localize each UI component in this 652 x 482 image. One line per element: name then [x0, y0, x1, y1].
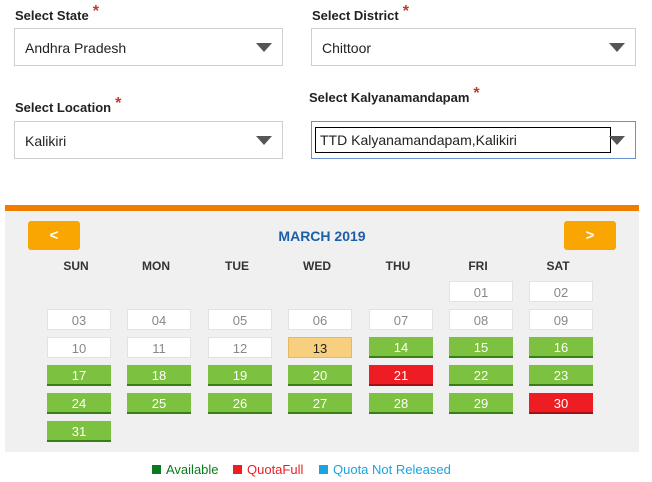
calendar-day[interactable]: 30: [529, 393, 593, 414]
weekday-header: SUN: [63, 259, 89, 273]
not-released-swatch-icon: [319, 465, 328, 474]
calendar-day: 12: [208, 337, 272, 358]
legend-available-label: Available: [166, 462, 219, 477]
required-mark: *: [473, 85, 480, 102]
calendar-day: 02: [529, 281, 593, 302]
calendar-day[interactable]: 20: [288, 365, 352, 386]
weekday-header: TUE: [225, 259, 249, 273]
state-label: Select State *: [15, 3, 99, 25]
chevron-down-icon: [609, 43, 625, 52]
calendar-day: 06: [288, 309, 352, 330]
prev-month-button[interactable]: <: [28, 221, 80, 250]
calendar-day: 03: [47, 309, 111, 330]
calendar-day: 04: [127, 309, 191, 330]
district-label: Select District *: [312, 3, 409, 25]
calendar-day: 08: [449, 309, 513, 330]
calendar-day: 05: [208, 309, 272, 330]
location-select[interactable]: Kalikiri: [14, 121, 283, 159]
location-select-value: Kalikiri: [25, 133, 67, 149]
calendar-day[interactable]: 21: [369, 365, 433, 386]
state-label-text: Select State: [15, 8, 89, 23]
quota-full-swatch-icon: [233, 465, 242, 474]
kalyanamandapam-label-text: Select Kalyanamandapam: [309, 90, 470, 105]
required-mark: *: [115, 95, 122, 112]
next-month-button[interactable]: >: [564, 221, 616, 250]
legend-quota-full: QuotaFull: [233, 462, 303, 477]
kalyanamandapam-select[interactable]: TTD Kalyanamandapam,Kalikiri: [311, 121, 636, 159]
calendar-day: 10: [47, 337, 111, 358]
legend-quota-full-label: QuotaFull: [247, 462, 304, 477]
calendar-day: 01: [449, 281, 513, 302]
legend-not-released: Quota Not Released: [319, 462, 451, 477]
chevron-down-icon: [609, 136, 625, 145]
required-mark: *: [402, 3, 409, 20]
required-mark: *: [92, 3, 99, 20]
calendar-day[interactable]: 23: [529, 365, 593, 386]
calendar-day: 13: [288, 337, 352, 358]
calendar-day[interactable]: 19: [208, 365, 272, 386]
district-label-text: Select District: [312, 8, 399, 23]
calendar-day: 09: [529, 309, 593, 330]
calendar-day: 11: [127, 337, 191, 358]
state-select[interactable]: Andhra Pradesh: [14, 28, 283, 66]
calendar-top-bar: [5, 205, 639, 211]
district-select-value: Chittoor: [322, 40, 372, 56]
location-label: Select Location *: [15, 95, 121, 117]
available-swatch-icon: [152, 465, 161, 474]
calendar: < MARCH 2019 > SUN MON TUE WED THU FRI SAT 01 0…: [5, 211, 639, 452]
kalyanamandapam-label: Select Kalyanamandapam *: [309, 85, 480, 107]
weekday-header: MON: [142, 259, 170, 273]
calendar-day[interactable]: 17: [47, 365, 111, 386]
calendar-day: 07: [369, 309, 433, 330]
calendar-day[interactable]: 14: [369, 337, 433, 358]
legend-available: Available: [152, 462, 219, 477]
calendar-day[interactable]: 22: [449, 365, 513, 386]
weekday-header: WED: [303, 259, 331, 273]
kalyanamandapam-select-value: TTD Kalyanamandapam,Kalikiri: [320, 132, 517, 148]
legend-not-released-label: Quota Not Released: [333, 462, 451, 477]
calendar-day[interactable]: 29: [449, 393, 513, 414]
calendar-day[interactable]: 25: [127, 393, 191, 414]
weekday-header: THU: [385, 259, 411, 273]
calendar-day[interactable]: 24: [47, 393, 111, 414]
calendar-day[interactable]: 18: [127, 365, 191, 386]
calendar-day[interactable]: 26: [208, 393, 272, 414]
district-select[interactable]: Chittoor: [311, 28, 636, 66]
calendar-day[interactable]: 27: [288, 393, 352, 414]
chevron-down-icon: [256, 43, 272, 52]
month-title: MARCH 2019: [278, 228, 366, 244]
location-label-text: Select Location: [15, 100, 112, 115]
weekday-header: SAT: [546, 259, 570, 273]
calendar-day[interactable]: 16: [529, 337, 593, 358]
calendar-day[interactable]: 28: [369, 393, 433, 414]
weekday-header: FRI: [468, 259, 488, 273]
calendar-day[interactable]: 31: [47, 421, 111, 442]
state-select-value: Andhra Pradesh: [25, 40, 127, 56]
chevron-down-icon: [256, 136, 272, 145]
calendar-day[interactable]: 15: [449, 337, 513, 358]
